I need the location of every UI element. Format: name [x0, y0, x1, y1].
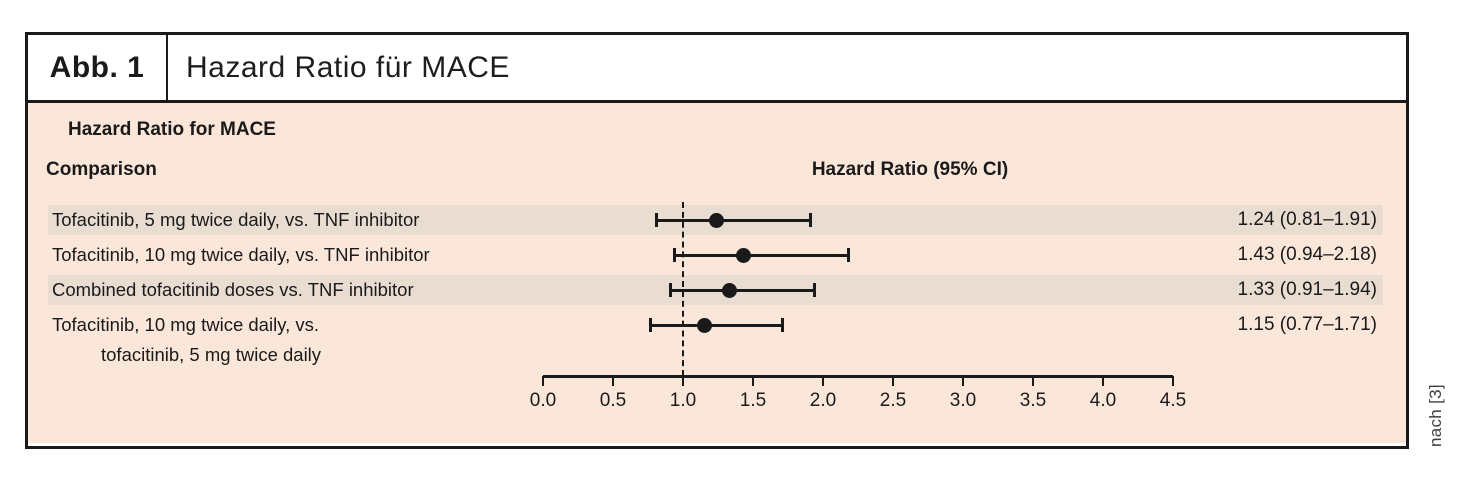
x-axis-tick-label: 4.5	[1159, 390, 1187, 411]
figure-label: Abb. 1	[28, 35, 168, 100]
ci-cap-low	[668, 283, 672, 297]
x-axis-tick	[1101, 376, 1105, 386]
ci-whisker	[670, 288, 815, 292]
row-label-line: Tofacitinib, 10 mg twice daily, vs.	[52, 314, 319, 335]
x-axis-tick-label: 0.0	[529, 390, 557, 411]
x-axis-tick	[891, 376, 895, 386]
x-axis-tick	[821, 376, 825, 386]
row-label-line: Tofacitinib, 5 mg twice daily, vs. TNF i…	[52, 209, 420, 230]
row-value: 1.43 (0.94–2.18)	[1237, 244, 1377, 265]
ci-cap-high	[846, 248, 850, 262]
x-axis-line	[543, 375, 1173, 378]
ci-whisker	[674, 253, 849, 257]
x-axis-tick-label: 4.0	[1089, 390, 1117, 411]
row-label: Tofacitinib, 10 mg twice daily, vs. tofac…	[52, 310, 321, 370]
comparison-column-header: Comparison	[46, 159, 157, 180]
chart-title: Hazard Ratio for MACE	[68, 119, 276, 140]
ci-cap-low	[654, 213, 658, 227]
x-axis-tick-label: 3.0	[949, 390, 977, 411]
x-axis-tick-label: 1.0	[669, 390, 697, 411]
figure-header: Abb. 1 Hazard Ratio für MACE	[28, 35, 1406, 103]
row-value: 1.33 (0.91–1.94)	[1237, 279, 1377, 300]
figure-box: Abb. 1 Hazard Ratio für MACE Hazard Rati…	[25, 32, 1409, 449]
figure-title: Hazard Ratio für MACE	[186, 50, 510, 84]
hazard-ratio-column-header: Hazard Ratio (95% CI)	[811, 159, 1009, 180]
x-axis-tick	[1171, 376, 1175, 386]
row-value: 1.24 (0.81–1.91)	[1237, 209, 1377, 230]
ci-cap-high	[780, 318, 784, 332]
x-axis-tick	[611, 376, 615, 386]
x-axis-tick-label: 2.0	[809, 390, 837, 411]
ci-cap-high	[808, 213, 812, 227]
ci-cap-high	[813, 283, 817, 297]
ci-whisker	[656, 218, 811, 222]
x-axis-tick-label: 0.5	[599, 390, 627, 411]
row-label-line: Combined tofacitinib doses vs. TNF inhib…	[52, 279, 414, 300]
x-axis-tick	[1031, 376, 1035, 386]
x-axis-tick	[541, 376, 545, 386]
hazard-ratio-point	[735, 247, 751, 263]
x-axis-tick-label: 2.5	[879, 390, 907, 411]
x-axis-tick	[751, 376, 755, 386]
source-note: nach [3]	[1426, 384, 1445, 447]
row-value: 1.15 (0.77–1.71)	[1237, 314, 1377, 335]
row-label-line: Tofacitinib, 10 mg twice daily, vs. TNF …	[52, 244, 430, 265]
forest-plot-panel: Hazard Ratio for MACE Comparison Hazard …	[28, 103, 1406, 443]
ci-cap-low	[649, 318, 653, 332]
row-label: Tofacitinib, 10 mg twice daily, vs. TNF …	[52, 240, 430, 270]
x-axis-tick	[961, 376, 965, 386]
ci-whisker	[650, 323, 783, 327]
x-axis-tick	[681, 376, 685, 386]
ci-cap-low	[673, 248, 677, 262]
x-axis-tick-label: 1.5	[739, 390, 767, 411]
row-label-line: tofacitinib, 5 mg twice daily	[101, 344, 322, 365]
row-label: Tofacitinib, 5 mg twice daily, vs. TNF i…	[52, 205, 419, 235]
row-label: Combined tofacitinib doses vs. TNF inhib…	[52, 275, 414, 305]
x-axis-tick-label: 3.5	[1019, 390, 1047, 411]
hazard-ratio-point	[696, 317, 712, 333]
hazard-ratio-point	[721, 282, 737, 298]
hazard-ratio-point	[709, 212, 725, 228]
